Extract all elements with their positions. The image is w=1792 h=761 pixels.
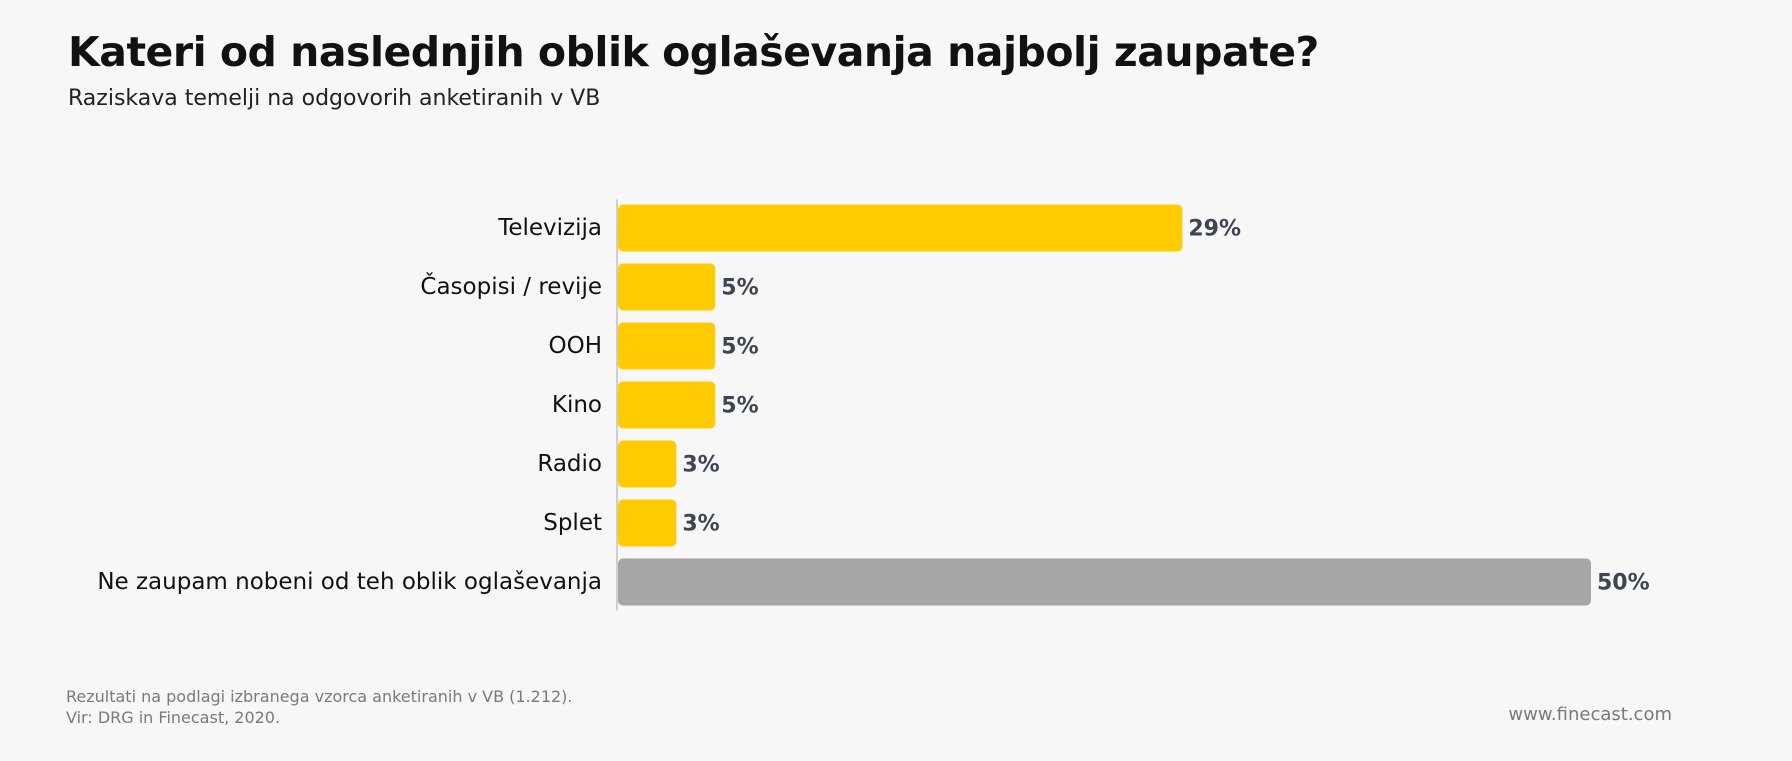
data-label: 5% (721, 276, 758, 301)
data-label: 3% (682, 453, 719, 478)
category-label: Splet (543, 510, 602, 536)
data-label: 5% (721, 394, 758, 419)
category-label: Radio (537, 451, 602, 477)
data-label: 5% (721, 335, 758, 360)
chart-subtitle: Raziskava temelji na odgovorih anketiran… (68, 86, 601, 111)
bar (618, 263, 716, 311)
footnote-sample: Rezultati na podlagi izbranega vzorca an… (66, 687, 573, 706)
data-label: 29% (1188, 217, 1241, 242)
bar (618, 558, 1591, 606)
category-label: Časopisi / revije (420, 272, 602, 300)
category-label: Ne zaupam nobeni od teh oblik oglaševanj… (97, 569, 602, 595)
data-label: 50% (1597, 571, 1650, 596)
category-label: Kino (552, 392, 602, 418)
category-label: OOH (548, 333, 602, 359)
bar (618, 440, 677, 488)
chart-title: Kateri od naslednjih oblik oglaševanja n… (68, 28, 1319, 76)
bar (618, 204, 1183, 252)
bar (618, 322, 716, 370)
footnote-source: Vir: DRG in Finecast, 2020. (66, 708, 281, 727)
website-link[interactable]: www.finecast.com (1508, 704, 1672, 725)
bar (618, 381, 716, 429)
bar (618, 499, 677, 547)
category-label: Televizija (497, 215, 602, 241)
data-label: 3% (682, 512, 719, 537)
